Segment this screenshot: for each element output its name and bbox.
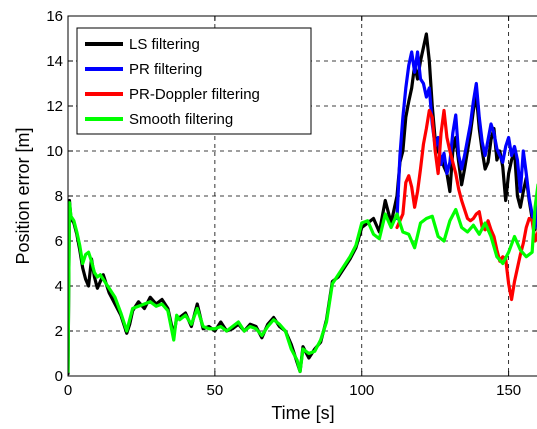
y-tick-label: 10 <box>46 143 63 160</box>
y-axis-label: Position error [m] <box>13 127 33 264</box>
y-tick-label: 0 <box>55 368 63 385</box>
y-tick-label: 8 <box>55 188 63 205</box>
y-tick-label: 14 <box>46 53 63 70</box>
y-tick-label: 4 <box>55 278 63 295</box>
x-axis-label: Time [s] <box>271 403 334 423</box>
series-line-smooth-filtering <box>68 183 537 374</box>
series-line-pr-filtering <box>395 50 537 230</box>
data-series <box>68 32 537 376</box>
legend-label-ls-filtering: LS filtering <box>129 36 200 53</box>
y-tick-label: 16 <box>46 8 63 25</box>
x-tick-label: 100 <box>349 382 374 399</box>
axes-frame <box>67 15 537 377</box>
tick-labels: 0 50 100 150 0 2 4 6 8 10 12 14 16 <box>46 8 521 399</box>
legend-label-pr-filtering: PR filtering <box>129 61 202 78</box>
legend: LS filtering PR filtering PR-Doppler filte… <box>76 27 312 135</box>
y-tick-label: 2 <box>55 323 63 340</box>
y-tick-label: 6 <box>55 233 63 250</box>
x-tick-label: 150 <box>496 382 521 399</box>
series-line-pr-doppler-filtering <box>395 108 537 302</box>
legend-label-pr-doppler-filtering: PR-Doppler filtering <box>129 86 260 103</box>
x-tick-label: 50 <box>207 382 224 399</box>
x-tick-label: 0 <box>64 382 72 399</box>
y-tick-label: 12 <box>46 98 63 115</box>
legend-label-smooth-filtering: Smooth filtering <box>129 111 233 128</box>
series-lines <box>68 32 537 376</box>
